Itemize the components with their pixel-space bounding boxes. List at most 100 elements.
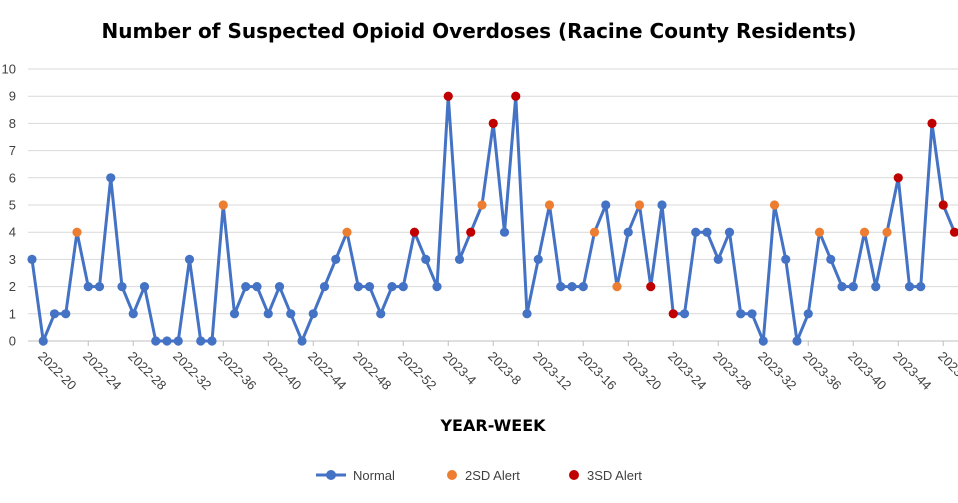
normal-point xyxy=(837,282,847,292)
normal-point xyxy=(421,254,431,264)
2sd-alert-point xyxy=(859,227,870,237)
normal-point xyxy=(657,200,667,210)
normal-point xyxy=(274,282,285,292)
x-tick-label: 2023-32 xyxy=(755,349,799,393)
normal-point xyxy=(94,282,105,292)
2sd-alert-point xyxy=(72,227,82,237)
x-tick-label: 2022-20 xyxy=(35,349,79,393)
x-tick-label: 2022-28 xyxy=(125,349,169,393)
normal-series-polyline xyxy=(30,94,956,343)
y-tick-label: 8 xyxy=(9,116,16,131)
y-tick-label: 4 xyxy=(9,225,16,240)
y-tick-label: 3 xyxy=(9,252,16,267)
2sd-alert-point xyxy=(769,200,780,210)
x-tick-label: 2023-44 xyxy=(890,349,934,393)
x-tick-label: 2022-52 xyxy=(395,349,439,393)
2sd-alert-point xyxy=(342,227,352,237)
normal-point xyxy=(297,336,307,346)
x-tick-label: 2023-28 xyxy=(710,349,754,393)
normal-point xyxy=(691,227,701,237)
normal-point xyxy=(826,254,836,264)
normal-point xyxy=(432,282,442,292)
normal-point xyxy=(106,173,116,183)
2sd-alert-point xyxy=(477,200,487,210)
x-tick-label: 2022-44 xyxy=(305,349,349,393)
normal-point xyxy=(308,309,318,319)
y-tick-label: 6 xyxy=(9,170,16,185)
normal-point xyxy=(263,309,273,319)
normal-point xyxy=(499,227,510,237)
normal-point xyxy=(27,254,37,264)
normal-point xyxy=(781,254,791,264)
normal-point xyxy=(567,282,577,292)
3sd-alert-point xyxy=(466,227,476,237)
normal-point xyxy=(139,282,150,292)
normal-point xyxy=(241,282,251,292)
legend-normal-marker xyxy=(326,470,336,480)
normal-point xyxy=(252,282,262,292)
normal-point xyxy=(702,227,712,237)
chart-title: Number of Suspected Opioid Overdoses (Ra… xyxy=(102,19,857,43)
2sd-alert-point xyxy=(544,200,555,210)
x-tick-label: 2023-48 xyxy=(935,349,958,393)
3sd-alert-point xyxy=(511,91,521,101)
normal-point xyxy=(61,309,71,319)
normal-point xyxy=(49,309,60,319)
normal-point xyxy=(83,282,93,292)
normal-point xyxy=(454,254,465,264)
x-tick-label: 2023-24 xyxy=(665,349,709,393)
normal-point xyxy=(173,336,183,346)
y-tick-label: 1 xyxy=(9,306,16,321)
y-tick-label: 5 xyxy=(9,198,16,213)
normal-point xyxy=(904,282,915,292)
x-tick-label: 2022-36 xyxy=(215,349,259,393)
normal-point xyxy=(916,282,926,292)
2sd-alert-point xyxy=(612,282,622,292)
normal-point xyxy=(871,282,881,292)
normal-point xyxy=(803,309,813,319)
normal-point xyxy=(38,336,48,346)
y-tick-label: 7 xyxy=(9,143,16,158)
normal-point xyxy=(792,336,802,346)
y-tick-label: 0 xyxy=(9,334,16,349)
data-markers xyxy=(27,91,958,346)
normal-point xyxy=(207,336,217,346)
x-axis-label: YEAR-WEEK xyxy=(439,416,546,435)
3sd-alert-point xyxy=(893,173,903,183)
normal-point xyxy=(848,282,858,292)
2sd-alert-point xyxy=(218,200,228,210)
normal-point xyxy=(117,282,127,292)
normal-point xyxy=(713,254,723,264)
normal-point xyxy=(747,309,757,319)
normal-point xyxy=(578,282,588,292)
3sd-alert-point xyxy=(646,282,656,292)
x-tick-label: 2022-32 xyxy=(170,349,214,393)
x-tick-labels: 2022-20 2022-24 2022-28 2022-32 2022-36 2022-… xyxy=(35,341,958,393)
3sd-alert-point xyxy=(488,118,498,128)
legend-3sd-label: 3SD Alert xyxy=(587,468,642,483)
normal-point xyxy=(758,336,768,346)
x-tick-label: 2023-12 xyxy=(530,349,574,393)
legend-3sd-marker xyxy=(569,470,579,480)
2sd-alert-point xyxy=(814,227,825,237)
3sd-alert-point xyxy=(927,118,937,128)
legend-normal-label: Normal xyxy=(353,468,395,483)
normal-point xyxy=(724,227,735,237)
normal-point xyxy=(162,336,172,346)
y-tick-label: 9 xyxy=(9,89,16,104)
x-tick-label: 2023-36 xyxy=(800,349,844,393)
2sd-alert-point xyxy=(634,200,645,210)
normal-point xyxy=(736,309,746,319)
3sd-alert-point xyxy=(938,200,948,210)
x-tick-label: 2023-20 xyxy=(620,349,664,393)
normal-point xyxy=(353,282,363,292)
normal-point xyxy=(679,309,690,319)
normal-point xyxy=(286,309,296,319)
x-tick-label: 2023-4 xyxy=(440,349,479,388)
normal-point xyxy=(319,282,330,292)
normal-point xyxy=(556,282,566,292)
2sd-alert-point xyxy=(882,227,892,237)
normal-point xyxy=(398,282,408,292)
normal-point xyxy=(151,336,161,346)
